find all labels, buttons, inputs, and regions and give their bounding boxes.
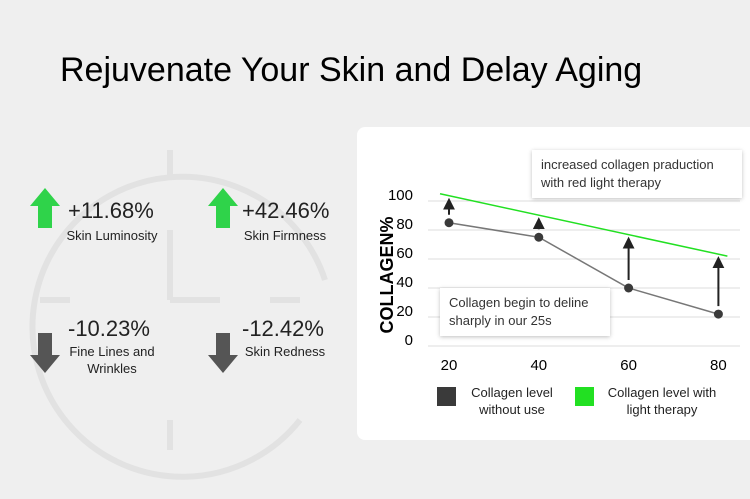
stat-label: Skin Firmness	[243, 228, 327, 243]
y-tick-label: 20	[396, 303, 413, 320]
arrow-down-icon	[208, 333, 238, 373]
arrow-down-icon	[30, 333, 60, 373]
stat-label: Fine Lines and Wrinkles	[69, 344, 155, 376]
y-tick-label: 80	[396, 216, 413, 233]
clock-decoration	[29, 150, 328, 480]
legend-label: Collagen level with light therapy	[607, 385, 717, 417]
series-line	[439, 193, 728, 257]
stat-label: Skin Redness	[244, 344, 326, 359]
x-tick-label: 40	[530, 357, 547, 374]
data-point	[713, 309, 723, 319]
stat-value: +42.46%	[242, 198, 330, 223]
arrow-up-icon	[208, 188, 238, 228]
y-axis-label: COLLAGEN%	[377, 217, 397, 334]
data-point	[444, 218, 454, 228]
arrow-up-icon	[30, 188, 60, 228]
x-tick-label: 60	[620, 357, 637, 374]
series-line	[448, 222, 719, 315]
x-tick-label: 20	[441, 357, 458, 374]
y-tick-label: 60	[396, 245, 413, 262]
page-title: Rejuvenate Your Skin and Delay Aging	[60, 51, 642, 89]
y-tick-label: 100	[388, 187, 413, 204]
data-point	[624, 283, 634, 293]
legend-label: Collagen level without use	[471, 385, 553, 417]
legend-swatch	[575, 387, 594, 406]
chart-card	[357, 127, 750, 440]
stat-value: -10.23%	[68, 316, 150, 341]
stat-label: Skin Luminosity	[66, 228, 158, 243]
legend-swatch	[437, 387, 456, 406]
y-tick-label: 0	[405, 332, 413, 349]
annotation: increased collagen praduction with red l…	[532, 150, 742, 198]
x-tick-label: 80	[710, 357, 727, 374]
data-point	[534, 232, 544, 242]
y-tick-label: 40	[396, 274, 413, 291]
stat-value: -12.42%	[242, 316, 324, 341]
annotation: Collagen begin to deline sharply in our …	[440, 288, 610, 336]
stat-value: +11.68%	[68, 198, 154, 223]
